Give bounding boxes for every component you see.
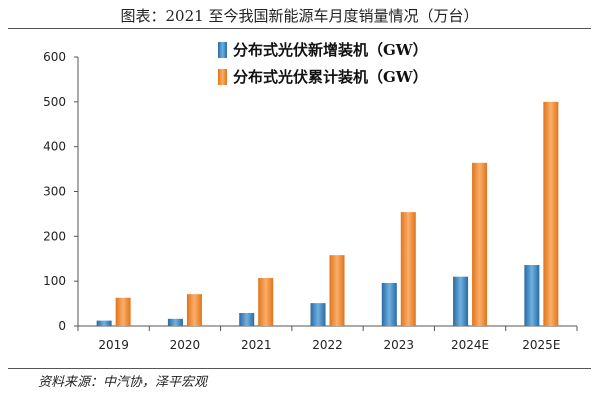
- bar-cumulative: [258, 278, 274, 326]
- bar-new: [239, 312, 255, 326]
- bar-new: [524, 265, 540, 326]
- bar-new: [381, 282, 397, 326]
- bar-cumulative: [543, 101, 559, 326]
- bar-new: [167, 318, 183, 326]
- bar-cumulative: [472, 162, 488, 326]
- bottom-divider: [8, 368, 591, 369]
- x-tick-label: 2024E: [451, 338, 489, 352]
- legend-label-new: 分布式光伏新增装机（GW）: [233, 41, 428, 59]
- x-axis: 2019 2020 2021 2022 2023 2024E 2025E: [77, 325, 578, 352]
- bar-cumulative: [329, 255, 345, 326]
- y-tick-label: 600: [43, 50, 66, 64]
- y-tick-label: 500: [43, 95, 66, 109]
- x-tick-label: 2021: [241, 338, 272, 352]
- x-tick-label: 2019: [98, 338, 129, 352]
- legend-swatch-cumulative: [218, 68, 227, 85]
- y-tick-label: 300: [43, 185, 66, 199]
- x-tick-label: 2022: [312, 338, 343, 352]
- bar-new: [453, 276, 469, 326]
- y-axis: 0 100 200 300 400 500 600: [43, 50, 79, 333]
- bar-cumulative: [115, 297, 131, 326]
- legend-label-cumulative: 分布式光伏累计装机（GW）: [233, 68, 428, 86]
- y-tick-label: 200: [43, 229, 66, 243]
- legend-swatch-new: [218, 41, 227, 58]
- legend-item-cumulative: 分布式光伏累计装机（GW）: [218, 63, 428, 90]
- x-tick-label: 2023: [384, 338, 415, 352]
- x-tick-label: 2020: [170, 338, 201, 352]
- bar-cumulative: [400, 212, 416, 326]
- bar-cumulative: [186, 294, 202, 326]
- y-tick-label: 0: [58, 319, 66, 333]
- bar-new: [96, 320, 112, 326]
- source-note: 资料来源：中汽协，泽平宏观: [38, 375, 208, 390]
- legend-item-new: 分布式光伏新增装机（GW）: [218, 36, 428, 63]
- top-divider: [8, 28, 591, 29]
- legend: 分布式光伏新增装机（GW） 分布式光伏累计装机（GW）: [218, 36, 428, 90]
- y-tick-label: 100: [43, 274, 66, 288]
- x-tick-label: 2025E: [522, 338, 560, 352]
- bar-new: [310, 303, 326, 326]
- chart-title: 图表：2021 至今我国新能源车月度销量情况（万台）: [120, 7, 479, 25]
- y-tick-label: 400: [43, 140, 66, 154]
- bars: [96, 101, 559, 326]
